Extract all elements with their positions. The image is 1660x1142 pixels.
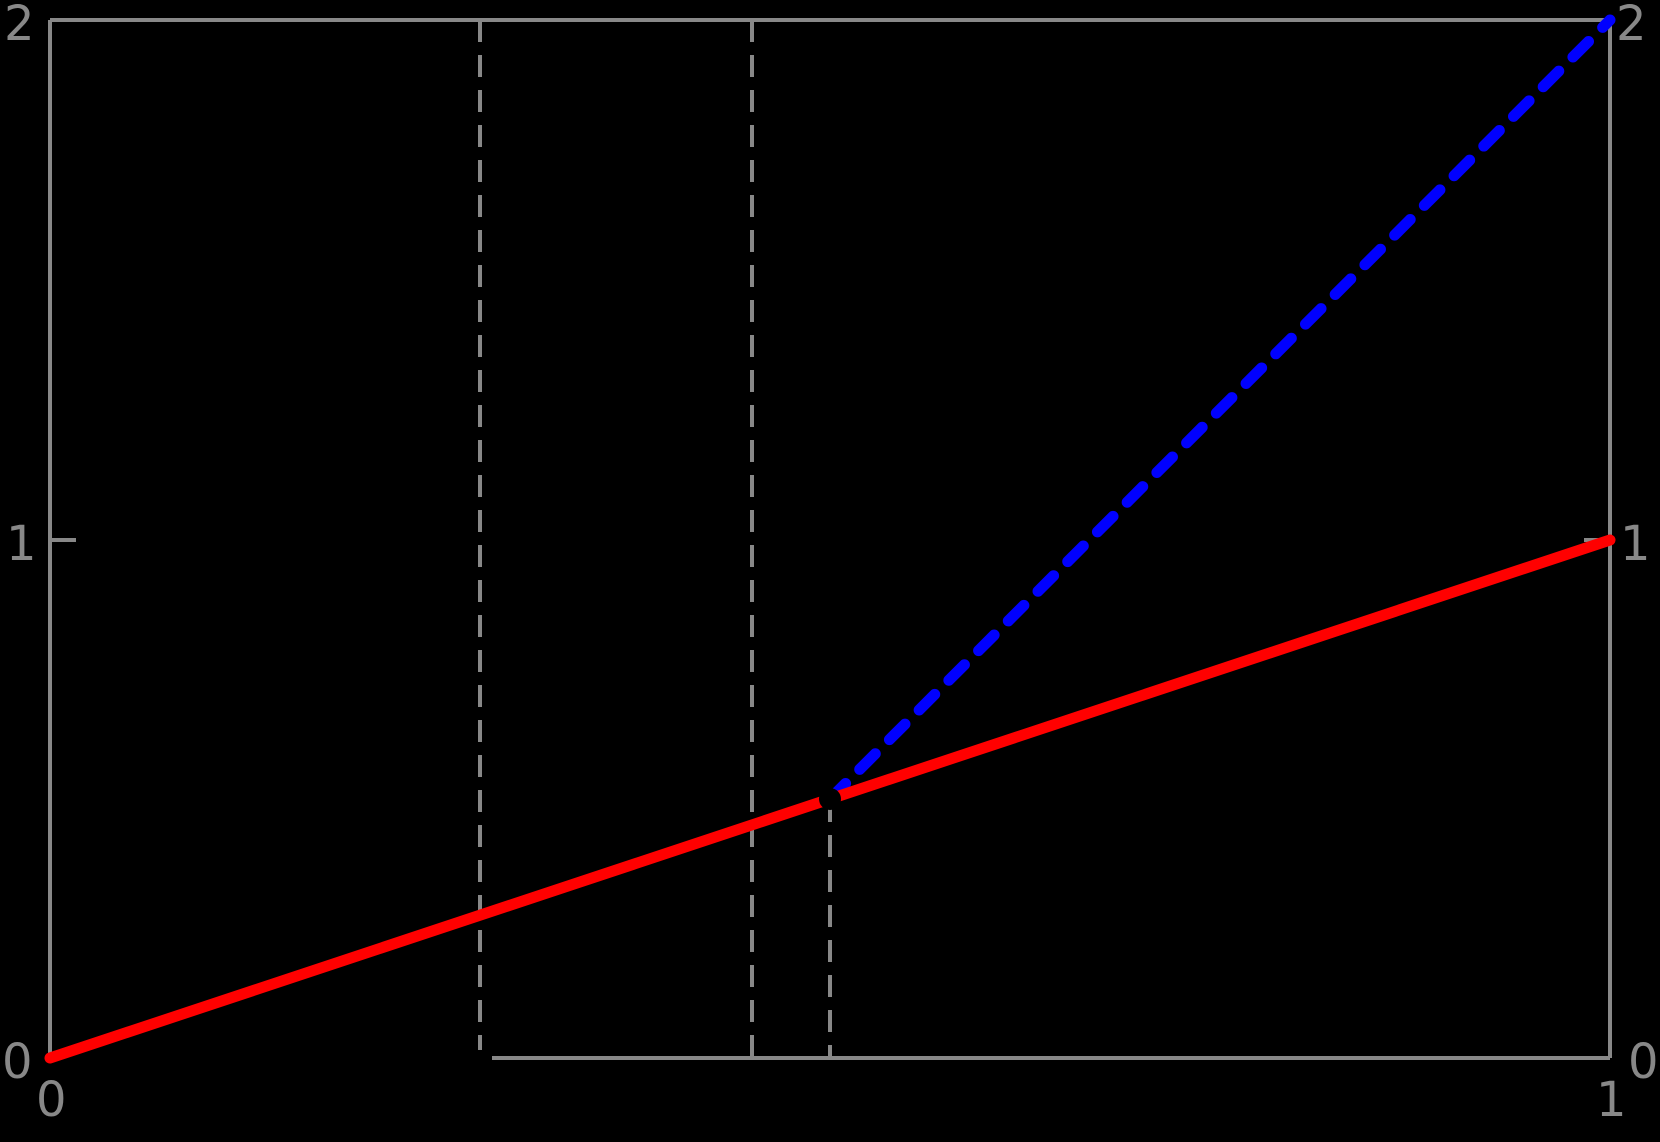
- blue-dashed-series: [824, 14, 1616, 805]
- y-right-label-1: 1: [1620, 516, 1651, 572]
- y-right-label-2: 2: [1616, 0, 1647, 52]
- intersection-point: [819, 788, 841, 810]
- x-label-0: 0: [36, 1072, 67, 1128]
- plot-frame: [48, 18, 1612, 1060]
- x-label-1: 1: [1596, 1072, 1627, 1128]
- y-left-label-2: 2: [4, 0, 35, 52]
- y-right-label-0: 0: [1628, 1034, 1659, 1090]
- y-left-label-1: 1: [6, 516, 37, 572]
- y-left-label-0: 0: [2, 1034, 33, 1090]
